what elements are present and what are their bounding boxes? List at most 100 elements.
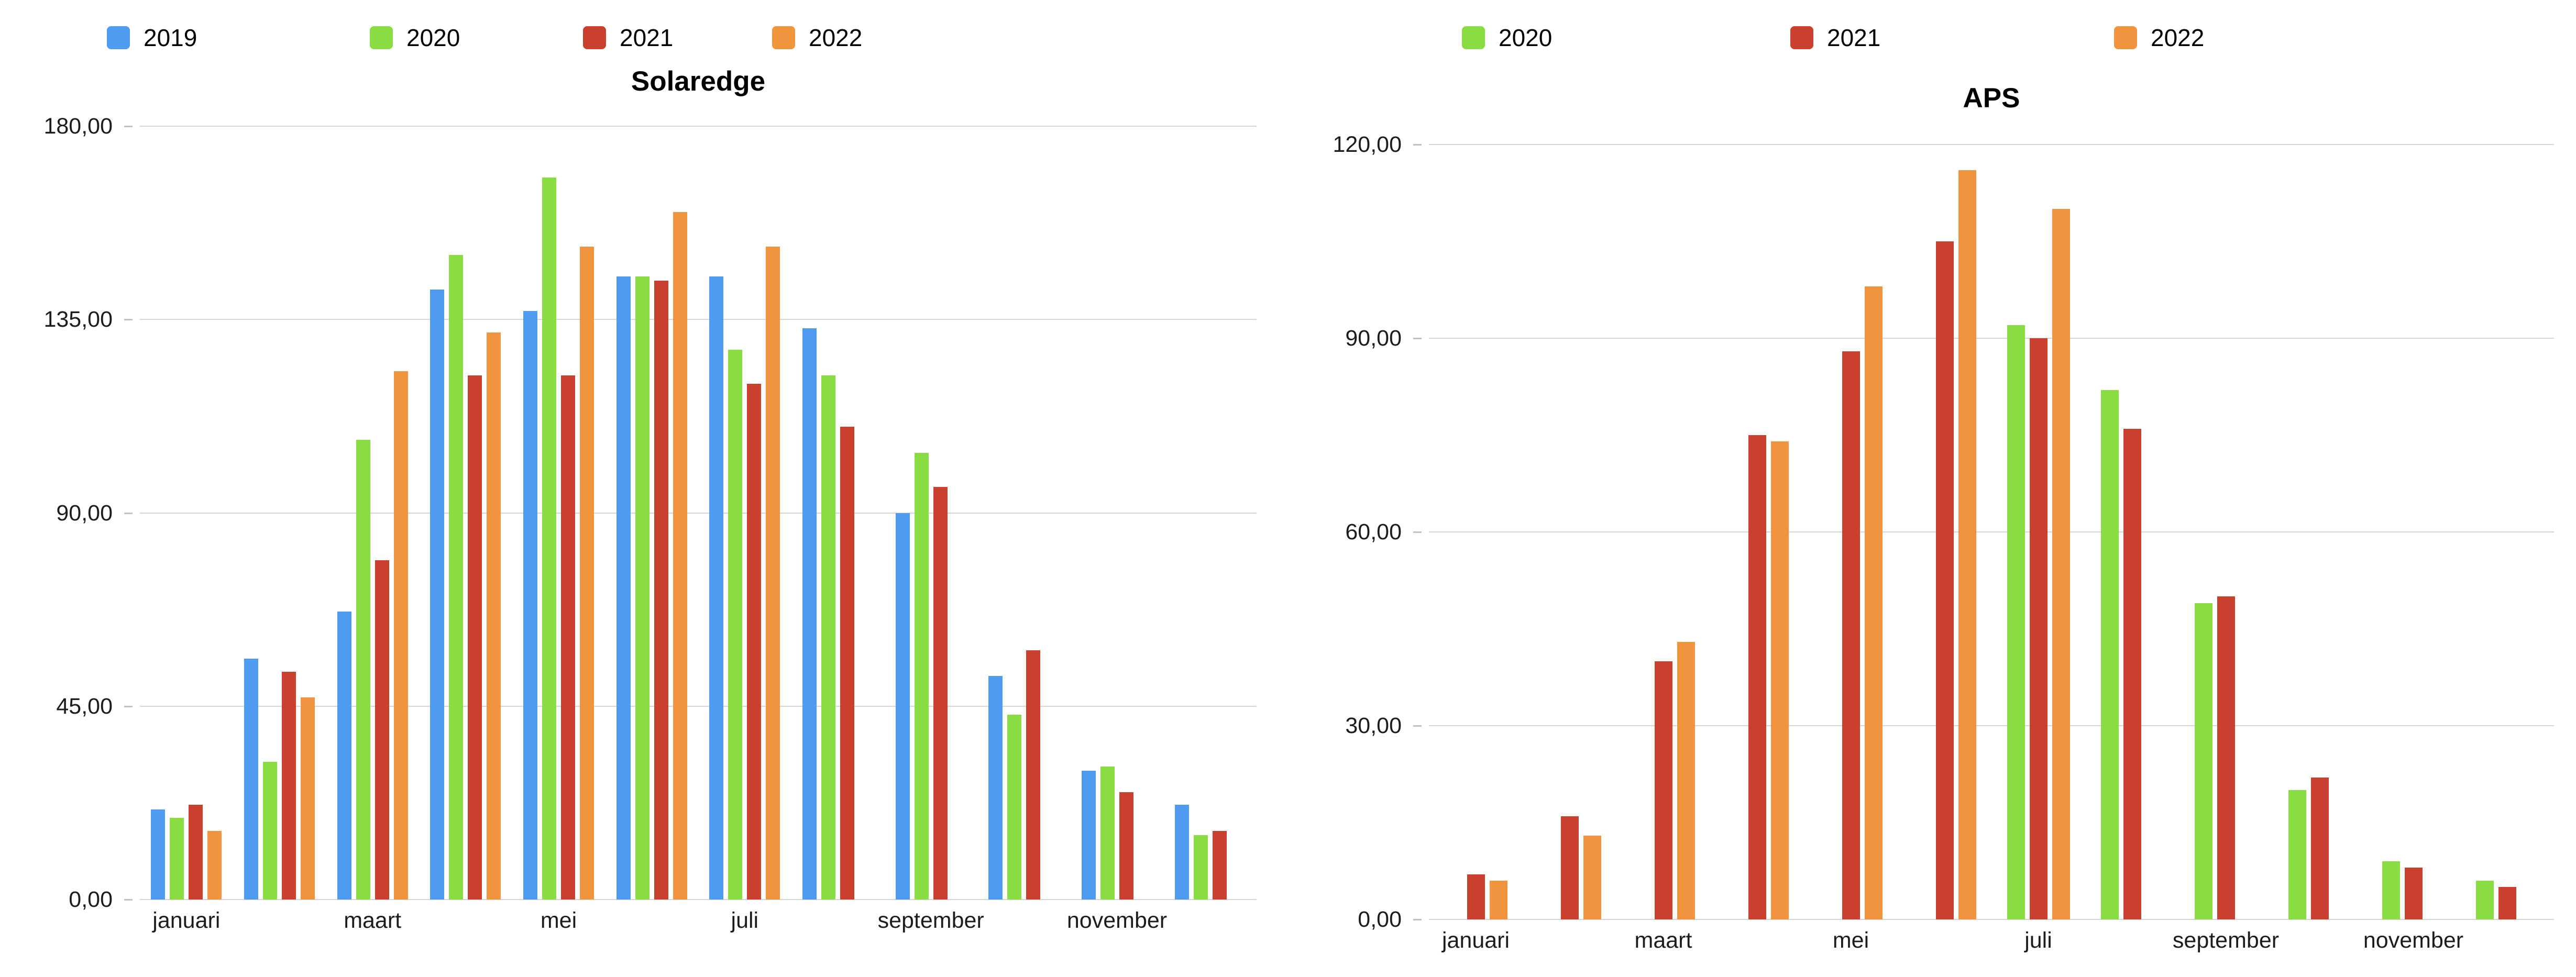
legend-item-2022: 2022 (772, 25, 862, 50)
legend-item-2020: 2020 (1462, 25, 1552, 50)
legend-label-2022: 2022 (2151, 24, 2205, 51)
bar-solaredge-2021-december (1212, 830, 1227, 900)
gridline-0 (140, 899, 1257, 900)
bar-aps-2021-april (1748, 435, 1766, 919)
plot-area: 0,00 45,00 90,00 135,00 180,00 januari maart me… (43, 114, 1257, 933)
x-axis-label-mei: mei (540, 908, 577, 933)
bar-solaredge-2020-juni (635, 276, 649, 900)
bar-aps-2021-augustus (2123, 428, 2141, 919)
x-axis-label-maart: maart (1634, 928, 1692, 953)
legend-swatch-2022 (2114, 26, 2137, 49)
legend-swatch-2021 (583, 26, 606, 49)
legend-swatch-2019 (107, 26, 130, 49)
y-tick (124, 512, 133, 514)
bar-aps-2021-januari (1467, 874, 1485, 919)
bar-solaredge-2022-februari (301, 697, 315, 900)
x-axis-label-november: november (1066, 908, 1168, 933)
gridline-90 (140, 512, 1257, 514)
legend-label-2020: 2020 (1499, 24, 1553, 51)
bar-solaredge-2021-mei (561, 375, 575, 900)
bar-solaredge-2019-april (430, 289, 445, 900)
bar-solaredge-2019-maart (337, 612, 351, 900)
bar-aps-2022-mei (1864, 286, 1883, 919)
bar-solaredge-2020-november (1100, 766, 1115, 900)
bar-aps-2021-september (2217, 596, 2235, 919)
legend-swatch-2022 (772, 26, 795, 49)
bar-aps-2020-december (2475, 881, 2494, 919)
gridline-90 (1429, 338, 2554, 339)
legend-label-2019: 2019 (144, 24, 197, 51)
bar-aps-2022-februari (1583, 835, 1601, 919)
bar-aps-2021-mei (1842, 351, 1860, 919)
bar-aps-2020-september (2194, 603, 2212, 919)
gridline-60 (1429, 531, 2554, 532)
bar-solaredge-2020-februari (263, 762, 277, 900)
bar-solaredge-2021-april (468, 375, 482, 900)
bar-solaredge-2020-juli (728, 349, 743, 900)
legend-swatch-2020 (1462, 26, 1485, 49)
bar-solaredge-2019-september (895, 513, 910, 900)
bar-aps-2021-oktober (2310, 777, 2329, 919)
bar-aps-2020-oktober (2288, 790, 2306, 919)
gridline-0 (1429, 919, 2554, 920)
x-axis-label-november: november (2363, 928, 2464, 953)
x-axis-label-mei: mei (1832, 928, 1869, 953)
bar-aps-2021-juni (1935, 241, 1954, 919)
bar-solaredge-2020-december (1193, 835, 1208, 900)
bar-solaredge-2021-november (1119, 792, 1133, 900)
bar-solaredge-2022-april (487, 332, 501, 900)
bar-aps-2022-juli (2052, 209, 2070, 919)
bar-solaredge-2021-september (933, 487, 948, 900)
bar-solaredge-2021-februari (282, 672, 296, 900)
y-tick (124, 899, 133, 901)
y-tick (1413, 144, 1422, 146)
gridline-120 (1429, 144, 2554, 145)
bar-solaredge-2022-maart (393, 371, 408, 900)
y-axis-label: 45,00 (56, 693, 113, 719)
bar-solaredge-2019-juni (616, 276, 631, 900)
legend-item-2021: 2021 (1790, 25, 1880, 50)
gridline-180 (140, 126, 1257, 127)
bar-aps-2021-december (2498, 887, 2516, 919)
x-axis-label-september: september (2172, 928, 2280, 953)
bar-aps-2020-november (2382, 861, 2400, 919)
bar-solaredge-2019-februari (244, 659, 258, 900)
y-tick (1413, 919, 1422, 920)
x-axis-label-juli: juli (731, 908, 759, 933)
bar-aps-2022-januari (1489, 881, 1507, 919)
y-axis-label: 90,00 (1345, 326, 1402, 351)
bar-solaredge-2020-maart (356, 440, 370, 900)
bar-solaredge-2019-december (1174, 805, 1189, 900)
bar-solaredge-2019-januari (151, 809, 166, 900)
legend-swatch-2021 (1790, 26, 1813, 49)
bar-aps-2022-juni (1958, 170, 1976, 919)
x-axis-label-januari: januari (1441, 928, 1510, 953)
bar-solaredge-2020-oktober (1007, 715, 1022, 900)
y-axis-label: 0,00 (69, 887, 113, 912)
bar-aps-2021-februari (1560, 816, 1579, 919)
x-axis-label-maart: maart (344, 908, 402, 933)
legend-label-2021: 2021 (620, 24, 674, 51)
legend-item-2021: 2021 (583, 25, 673, 50)
bar-solaredge-2021-oktober (1026, 650, 1041, 900)
chart-title: Solaredge (631, 66, 766, 97)
bar-aps-2020-augustus (2100, 390, 2119, 919)
y-tick (124, 319, 133, 321)
bar-aps-2021-november (2404, 868, 2423, 919)
legend-item-2020: 2020 (370, 25, 460, 50)
gridline-45 (140, 705, 1257, 707)
legend-label-2021: 2021 (1827, 24, 1881, 51)
chart-title: APS (1963, 83, 2020, 114)
y-axis-label: 90,00 (56, 500, 113, 526)
y-axis-label: 0,00 (1358, 907, 1402, 932)
bar-solaredge-2020-april (449, 255, 464, 900)
legend-label-2020: 2020 (406, 24, 460, 51)
y-axis-label: 60,00 (1345, 519, 1402, 545)
y-tick (1413, 531, 1422, 533)
bar-solaredge-2020-januari (170, 818, 184, 900)
bar-solaredge-2021-januari (189, 805, 203, 900)
bar-solaredge-2022-januari (207, 830, 222, 900)
